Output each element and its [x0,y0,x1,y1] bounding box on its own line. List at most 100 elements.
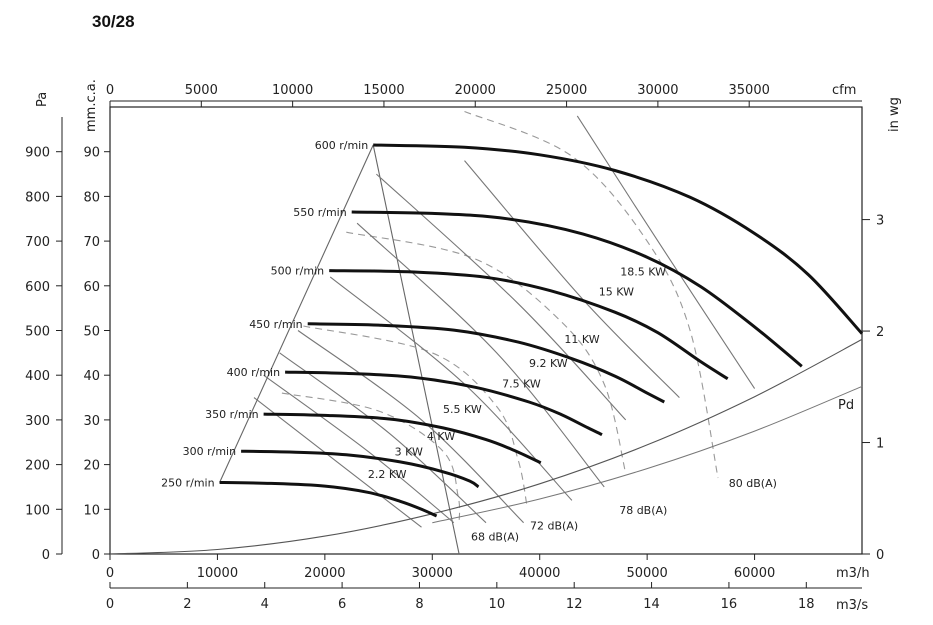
power-label-15-kw: 15 KW [599,286,634,299]
cfm-tick-label: 15000 [363,83,404,98]
noise-label-78-db-a: 78 dB(A) [619,504,667,517]
speed-curve-500-r-min [329,269,729,381]
cfm-tick-label: 20000 [455,83,496,98]
speed-curve-450-r-min [307,322,666,404]
power-label-3-kw: 3 KW [395,446,423,459]
power-line-18-5-kw [576,115,756,389]
mmca-tick-label: 0 [92,548,100,563]
noise-label-80-db-a: 80 dB(A) [729,477,777,490]
pa-tick-label: 900 [25,146,50,161]
cfm-tick-label: 10000 [272,83,313,98]
dynamic-pressure-curve [109,338,863,555]
pd-curve [109,338,863,555]
mmca-tick-label: 10 [83,503,100,518]
speed-curve-600-r-min [373,143,864,335]
power-line-11-kw [376,173,627,421]
cfm-tick-label: 5000 [185,83,218,98]
pa-tick-label: 400 [25,369,50,384]
power-label-5-5-kw: 5.5 KW [443,403,482,416]
power-label-9-2-kw: 9.2 KW [529,357,568,370]
operating-limit-line [219,144,374,483]
power-label-7-5-kw: 7.5 KW [502,378,541,391]
unit-mmca: mm.c.a. [84,79,99,132]
m3h-tick-label: 40000 [519,566,560,581]
operating-limit-line [372,144,460,555]
speed-curve-250-r-min [219,481,438,518]
speed-curve-350-r-min [263,412,542,465]
model-code: 30/28 [92,12,135,31]
m3s-tick-label: 18 [798,597,815,612]
cfm-tick-label: 35000 [729,83,770,98]
m3s-tick-label: 10 [489,597,506,612]
inwg-tick-label: 1 [876,437,884,452]
m3s-tick-label: 12 [566,597,583,612]
axis-ticks: 0100200300400500600700800900010203040506… [25,83,884,612]
inwg-tick-label: 2 [876,325,884,340]
speed-curve-300-r-min [241,449,480,489]
power-line-9-2-kw [356,222,605,488]
m3s-tick-label: 2 [183,597,191,612]
power-line-3-kw [263,374,455,524]
noise-curves [281,110,719,523]
speed-label-350-r-min: 350 r/min [205,408,258,421]
pa-tick-label: 100 [25,503,50,518]
noise-curve-68-db-a [281,392,461,523]
inwg-tick-label: 0 [876,548,884,563]
pa-tick-label: 300 [25,414,50,429]
curve-labels: 600 r/min 550 r/min 500 r/min 450 r/min 400 … [161,139,777,544]
speed-curves [219,143,864,518]
speed-label-450-r-min: 450 r/min [249,318,302,331]
speed-label-600-r-min: 600 r/min [315,139,368,152]
pa-tick-label: 500 [25,325,50,340]
cfm-tick-label: 0 [106,83,114,98]
mmca-tick-label: 40 [83,369,100,384]
pa-tick-label: 0 [42,548,50,563]
m3h-tick-label: 10000 [197,566,238,581]
speed-label-550-r-min: 550 r/min [293,206,346,219]
mmca-tick-label: 30 [83,414,100,429]
cfm-tick-label: 30000 [637,83,678,98]
speed-label-400-r-min: 400 r/min [227,366,280,379]
noise-label-68-db-a: 68 dB(A) [471,531,519,544]
m3s-tick-label: 14 [643,597,660,612]
m3h-tick-label: 50000 [626,566,667,581]
speed-curve-550-r-min [351,210,803,368]
noise-curve-80-db-a [464,110,719,479]
mmca-tick-label: 90 [83,146,100,161]
mmca-tick-label: 70 [83,235,100,250]
m3h-tick-label: 20000 [304,566,345,581]
power-line-5-5-kw [297,330,524,524]
m3s-tick-label: 6 [338,597,346,612]
pd-curve-secondary [432,385,863,524]
noise-label-72-db-a: 72 dB(A) [530,519,578,532]
speed-label-500-r-min: 500 r/min [271,265,324,278]
speed-label-300-r-min: 300 r/min [183,445,236,458]
unit-inwg: in wg [887,97,902,132]
power-label-18-5-kw: 18.5 KW [620,266,666,279]
mmca-tick-label: 50 [83,325,100,340]
m3s-tick-label: 0 [106,597,114,612]
mmca-tick-label: 60 [83,280,100,295]
power-label-2-2-kw: 2.2 KW [368,468,407,481]
m3h-tick-label: 0 [106,566,114,581]
speed-label-250-r-min: 250 r/min [161,476,214,489]
pd-label: Pd [838,398,854,413]
pa-tick-label: 200 [25,459,50,474]
m3s-tick-label: 8 [415,597,423,612]
m3s-tick-label: 16 [721,597,738,612]
power-label-11-kw: 11 KW [564,333,599,346]
unit-m3h: m3/h [836,566,870,581]
power-label-4-kw: 4 KW [427,430,455,443]
unit-cfm: cfm [832,83,856,98]
pa-tick-label: 800 [25,190,50,205]
unit-pa: Pa [35,92,50,107]
inwg-tick-label: 3 [876,214,884,229]
mmca-tick-label: 20 [83,459,100,474]
pa-tick-label: 700 [25,235,50,250]
noise-curve-78-db-a [346,231,627,474]
cfm-tick-label: 25000 [546,83,587,98]
m3h-tick-label: 60000 [734,566,775,581]
unit-m3s: m3/s [836,598,868,613]
speed-curve-400-r-min [285,370,603,437]
